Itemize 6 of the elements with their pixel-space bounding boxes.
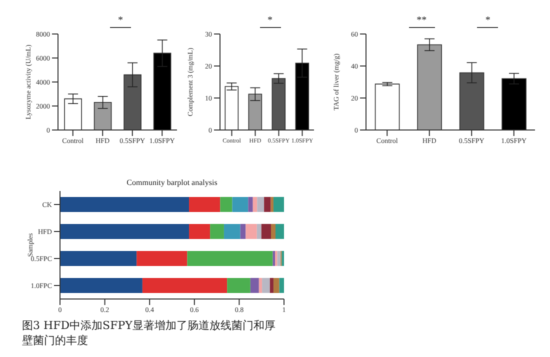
caption: 图3 HFD中添加SFPY显著增加了肠道放线菌门和厚壁菌门的丰度 [22,318,276,348]
chart-title: Community barplot analysis [126,178,218,187]
significance-bracket: * [260,16,280,28]
significance-bracket: ** [408,16,435,28]
significance-bracket: * [477,16,498,28]
significance-bracket: * [110,16,131,28]
